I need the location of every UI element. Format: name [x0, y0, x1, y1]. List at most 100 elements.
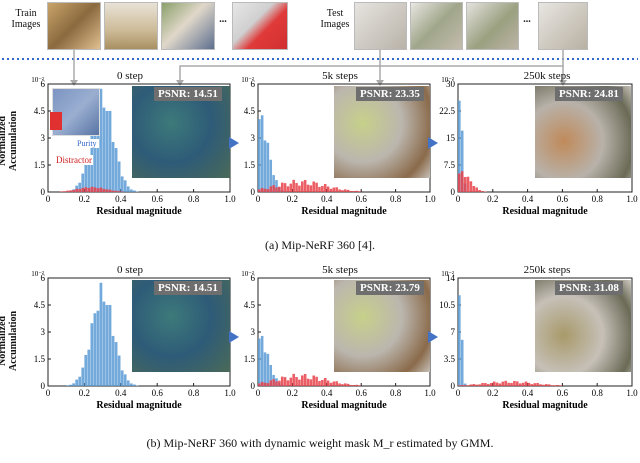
x-tick-label: 1.0 — [224, 388, 236, 398]
histogram-bar — [527, 382, 531, 386]
histogram-bar — [69, 190, 72, 192]
histogram-bar — [266, 189, 270, 192]
test-thumb-2 — [410, 2, 463, 50]
header-connectors — [2, 50, 638, 86]
histogram-bar — [66, 385, 69, 386]
histogram-bar — [260, 187, 264, 192]
panel-a2-title: 5k steps — [322, 70, 358, 82]
histogram-bar — [312, 181, 316, 192]
histogram-bar — [332, 187, 336, 192]
train-images-label: Train Images — [11, 8, 41, 30]
histogram-bar — [269, 380, 273, 386]
histogram-bar — [126, 380, 130, 386]
y-tick-label: 4.5 — [34, 300, 46, 310]
histogram-bar — [323, 183, 327, 192]
histogram-bar — [114, 342, 118, 386]
histogram-bar — [346, 383, 350, 386]
histogram-bar — [72, 383, 75, 386]
histogram-bar — [66, 190, 69, 192]
histogram-bar — [69, 384, 72, 386]
y-tick-label: 10.5 — [439, 300, 455, 310]
histogram-bar — [469, 181, 473, 192]
histogram-bar — [78, 182, 82, 192]
arrow-test-to-5k — [179, 50, 381, 82]
histogram-bar — [117, 191, 121, 192]
exponent-label: 10⁻² — [441, 76, 454, 84]
train-thumb-1 — [47, 2, 101, 50]
histogram-bar — [504, 380, 507, 386]
histogram-bar — [120, 176, 124, 192]
histogram-bar — [90, 186, 94, 192]
histogram-bar — [117, 161, 121, 192]
histogram-bar — [513, 380, 516, 386]
histogram-bar — [96, 116, 100, 192]
histogram-bar — [266, 142, 270, 192]
histogram-bar — [75, 185, 79, 192]
psnr-a1: PSNR: 14.51 — [154, 87, 222, 101]
exponent-label: 10⁻² — [31, 270, 44, 278]
test-thumb-1 — [354, 2, 407, 50]
ylabel-a-line1: Normalized — [0, 116, 8, 166]
histogram-bar — [460, 339, 464, 386]
histogram-bar — [542, 384, 545, 386]
histogram-bar — [510, 382, 513, 386]
x-tick-label: 0.8 — [390, 194, 402, 204]
histogram-bar — [258, 119, 261, 192]
x-tick-label: 1.0 — [424, 388, 436, 398]
histogram-bar — [63, 191, 66, 192]
y-tick-label: 3 — [251, 133, 256, 143]
histogram-bar — [126, 186, 130, 192]
histogram-bar — [460, 384, 464, 386]
histogram-bar — [481, 383, 484, 386]
histogram-bar — [102, 301, 106, 386]
histogram-bar — [108, 304, 112, 386]
x-tick-label: 0.4 — [522, 194, 534, 204]
inset-b2 — [334, 280, 430, 372]
y-tick-label: 6 — [41, 273, 46, 283]
histogram-bar — [286, 186, 290, 192]
histogram-bar — [458, 385, 461, 386]
histogram-bar — [129, 383, 133, 386]
histogram-bar — [286, 380, 290, 386]
histogram-bar — [518, 383, 522, 386]
histogram-bar — [458, 173, 461, 192]
histogram-bar — [303, 373, 307, 386]
x-tick-label: 0.2 — [487, 388, 498, 398]
histogram-bar — [292, 373, 295, 386]
ylabel-a: Normalized Accumulation — [0, 90, 19, 190]
histogram-bar — [258, 383, 261, 386]
histogram-bar — [516, 381, 519, 386]
histogram-bar — [90, 323, 94, 386]
x-axis-label: Residual magnitude — [301, 206, 387, 217]
histogram-bar — [289, 377, 293, 386]
y-tick-label: 6 — [251, 273, 256, 283]
x-axis-label: Residual magnitude — [502, 206, 588, 217]
histogram-bar — [484, 383, 487, 386]
histogram-bar — [114, 190, 118, 192]
histogram-bar — [338, 383, 341, 386]
histogram-bar — [272, 185, 275, 192]
y-tick-label: 1.5 — [34, 160, 46, 170]
test-images-label: Test Images — [320, 8, 350, 30]
histogram-bar — [478, 384, 481, 386]
histogram-bar — [547, 384, 551, 386]
histogram-bar — [344, 189, 347, 192]
y-tick-label: 1.5 — [244, 354, 256, 364]
histogram-bar — [309, 379, 313, 386]
histogram-bar — [321, 185, 324, 192]
y-tick-label: 0 — [451, 381, 456, 391]
histogram-bar — [295, 377, 298, 386]
psnr-a2: PSNR: 23.35 — [356, 87, 424, 101]
step-arrow-a1 — [229, 137, 239, 149]
histogram-bar — [99, 282, 103, 386]
histogram-bar — [99, 88, 103, 192]
histogram-bar — [75, 379, 79, 386]
histogram-bar — [111, 141, 115, 192]
x-tick-label: 0.4 — [115, 388, 127, 398]
histogram-bar — [341, 190, 344, 192]
histogram-bar — [272, 379, 275, 386]
train-thumb-2 — [104, 2, 158, 50]
panel-b3-title: 250k steps — [523, 264, 571, 276]
histogram-bar — [306, 184, 310, 192]
y-tick-label: 1.5 — [34, 354, 46, 364]
